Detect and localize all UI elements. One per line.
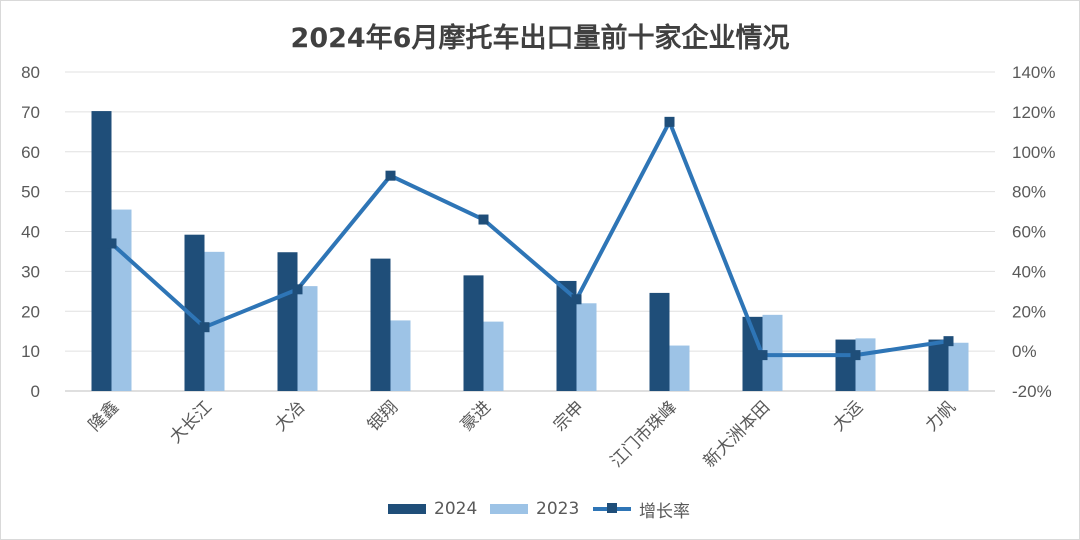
bar-2024-7: [742, 316, 763, 391]
bar-2024-8: [835, 339, 856, 391]
bar-2023-5: [576, 303, 597, 391]
bar-2024-4: [463, 275, 484, 391]
legend-marker-growth: [607, 503, 617, 513]
x-category-label: 大冶: [271, 397, 309, 435]
x-category-label: 豪进: [456, 397, 495, 436]
bar-2023-7: [762, 314, 783, 391]
y-right-tick-label: 140%: [1012, 63, 1055, 82]
y-right-tick-label: 80%: [1012, 183, 1046, 202]
y-left-tick-label: 30: [21, 262, 40, 281]
growth-rate-marker-1: [199, 322, 210, 333]
x-category-label: 大运: [829, 397, 867, 435]
y-right-tick-label: 120%: [1012, 103, 1055, 122]
bar-2024-2: [277, 252, 298, 391]
bar-2023-4: [483, 321, 504, 391]
growth-rate-line: [110, 119, 949, 358]
legend-swatch-2024: [388, 504, 426, 514]
growth-rate-marker-5: [571, 294, 582, 305]
y-left-tick-label: 60: [21, 143, 40, 162]
y-right-tick-label: 20%: [1012, 302, 1046, 321]
y-right-tick-label: 100%: [1012, 143, 1055, 162]
bar-2024-0: [91, 111, 112, 391]
legend-label-growth: 增长率: [639, 501, 690, 522]
bar-2023-3: [390, 320, 411, 391]
bar-2023-8: [855, 338, 876, 391]
y-right-tick-label: -20%: [1012, 382, 1052, 401]
bar-2024-1: [184, 234, 205, 391]
bar-2024-6: [649, 292, 670, 391]
growth-rate-marker-3: [385, 170, 396, 181]
bar-2023-0: [111, 209, 132, 391]
growth-rate-marker-7: [757, 350, 768, 361]
growth-rate-marker-9: [943, 336, 954, 347]
y-left-tick-label: 10: [21, 342, 40, 361]
y-left-tick-label: 70: [21, 103, 40, 122]
x-category-label: 银翔: [364, 397, 402, 435]
y-left-tick-label: 80: [21, 63, 40, 82]
x-category-label: 新大洲本田: [700, 397, 774, 471]
legend-line-growth: [593, 503, 631, 513]
y-left-tick-label: 0: [31, 382, 40, 401]
legend-item-growth: 增长率: [593, 497, 690, 522]
x-category-label: 隆鑫: [85, 397, 123, 435]
y-left-tick-label: 20: [21, 302, 40, 321]
y-left-tick-label: 50: [21, 183, 40, 202]
x-category-label: 江门市珠峰: [607, 397, 681, 471]
y-right-tick-label: 60%: [1012, 223, 1046, 242]
growth-rate-marker-4: [478, 214, 489, 225]
legend-item-2023: 2023: [490, 497, 579, 521]
legend-item-2024: 2024: [388, 497, 477, 521]
x-category-label: 力帆: [922, 397, 960, 435]
y-right-tick-label: 0%: [1012, 342, 1037, 361]
bar-2023-9: [948, 342, 969, 391]
growth-rate-marker-6: [664, 116, 675, 127]
x-category-label: 宗申: [550, 397, 588, 435]
legend-label-2024: 2024: [434, 499, 478, 519]
legend-swatch-2023: [490, 504, 528, 514]
bar-2024-3: [370, 258, 391, 391]
bar-2024-5: [556, 280, 577, 391]
y-right-tick-label: 40%: [1012, 262, 1046, 281]
bar-2023-2: [297, 286, 318, 391]
legend: 2024 2023 增长率: [0, 497, 1080, 522]
y-left-tick-label: 40: [21, 223, 40, 242]
legend-label-2023: 2023: [536, 499, 580, 519]
growth-rate-marker-8: [850, 350, 861, 361]
growth-rate-marker-2: [292, 284, 303, 295]
bar-2024-9: [928, 339, 949, 391]
chart-title: 2024年6月摩托车出口量前十家企业情况: [290, 23, 790, 54]
bar-2023-6: [669, 345, 690, 391]
growth-rate-marker-0: [106, 238, 117, 249]
x-category-label: 大长江: [166, 397, 216, 447]
